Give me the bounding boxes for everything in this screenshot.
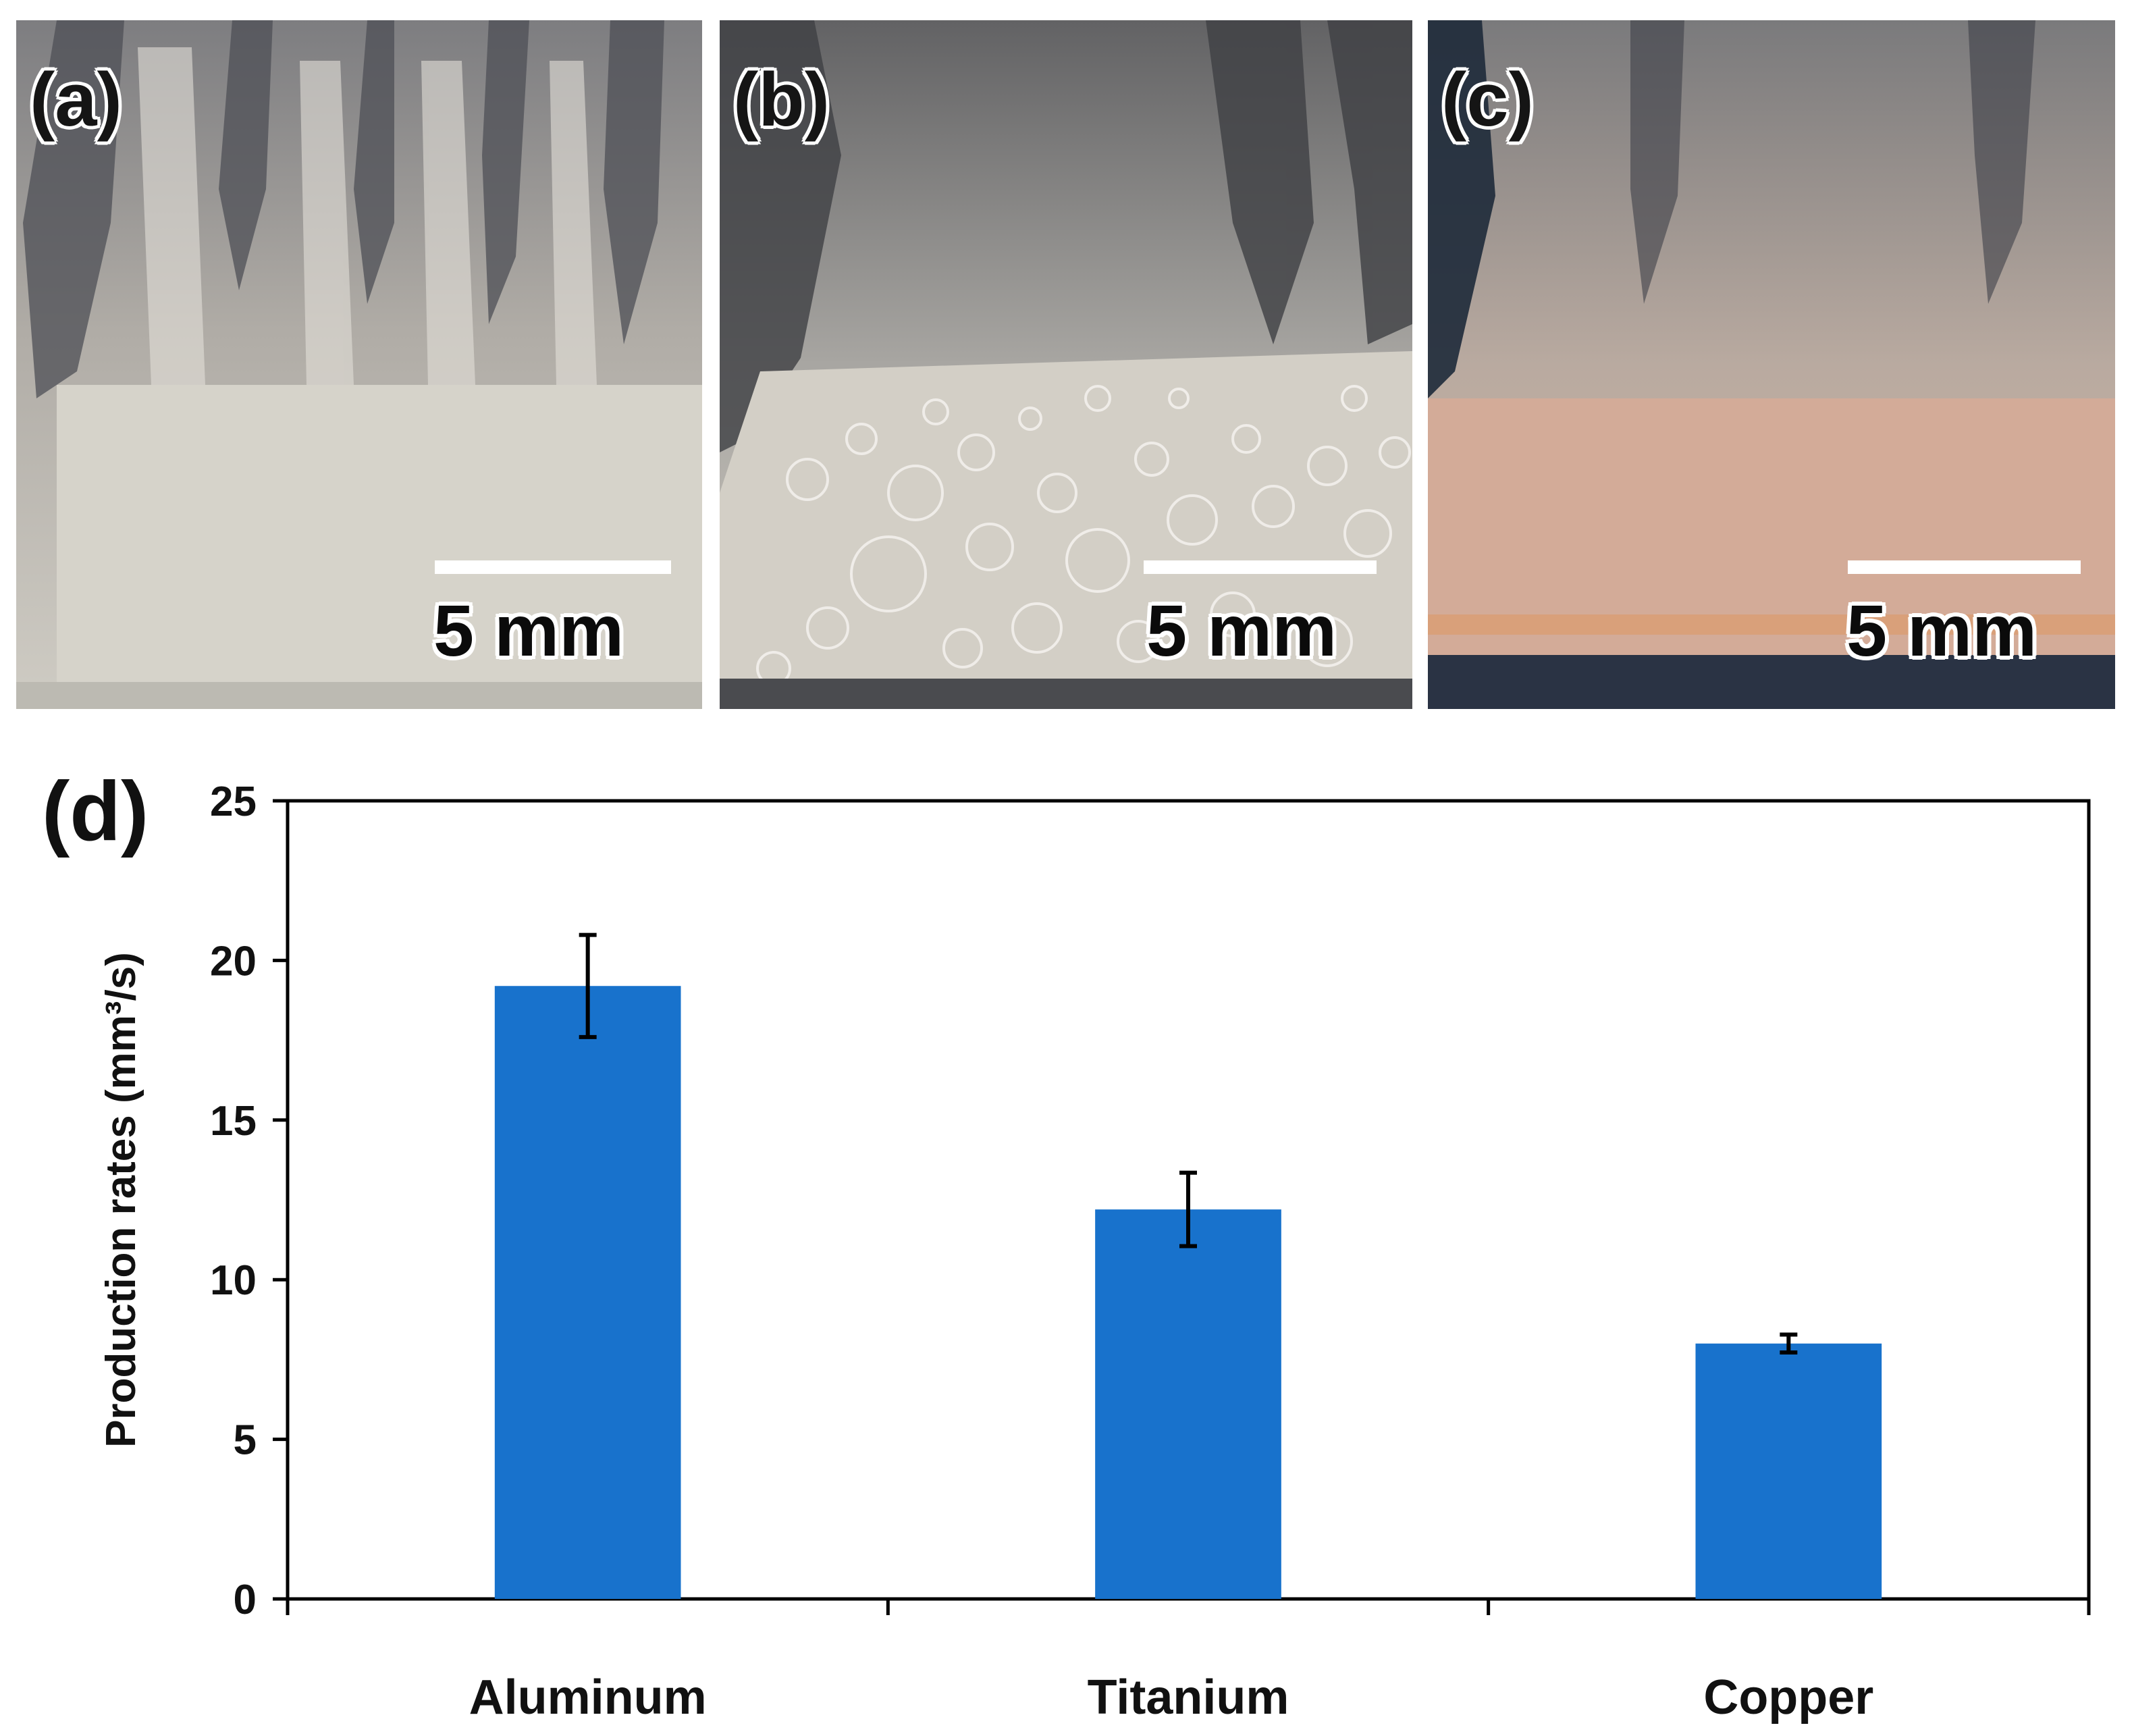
bar-titanium xyxy=(1095,1209,1281,1599)
aluminum-photo xyxy=(16,20,702,709)
x-tick-label: Copper xyxy=(1703,1671,1873,1725)
photo-panel-c: (c) 5 mm xyxy=(1428,20,2115,709)
scale-bar-c xyxy=(1848,560,2081,574)
y-axis-label: Production rates (mm³/s) xyxy=(98,952,144,1448)
panel-label-a: (a) xyxy=(30,57,122,142)
y-tick-label: 25 xyxy=(210,779,257,825)
scale-label-a: 5 mm xyxy=(433,589,624,671)
y-tick-label: 15 xyxy=(210,1098,257,1145)
scale-bar-b xyxy=(1144,560,1377,574)
y-tick-label: 5 xyxy=(234,1417,257,1464)
bar-copper xyxy=(1695,1343,1882,1599)
y-tick-label: 20 xyxy=(210,938,257,984)
panel-label-d: (d) xyxy=(42,765,149,858)
photo-panel-b: (b) 5 mm xyxy=(720,20,1412,709)
x-tick-label: Aluminum xyxy=(469,1671,707,1725)
bubbles xyxy=(756,385,1411,686)
bar-aluminum xyxy=(494,986,681,1599)
photo-panel-a: (a) 5 mm xyxy=(16,20,702,709)
scale-bar-a xyxy=(435,560,671,574)
titanium-photo xyxy=(720,20,1412,709)
scale-label-c: 5 mm xyxy=(1846,589,2037,671)
panel-label-b: (b) xyxy=(733,57,830,142)
panel-label-c: (c) xyxy=(1441,57,1534,142)
scale-label-b: 5 mm xyxy=(1146,589,1337,671)
y-tick-label: 0 xyxy=(234,1577,257,1623)
x-tick-label: Titanium xyxy=(1088,1671,1289,1725)
copper-photo xyxy=(1428,20,2115,709)
y-tick-label: 10 xyxy=(210,1257,257,1304)
production-rate-bar-chart: 0 5 10 15 20 25 Aluminum Titanium Copper Producti… xyxy=(98,779,2091,1725)
